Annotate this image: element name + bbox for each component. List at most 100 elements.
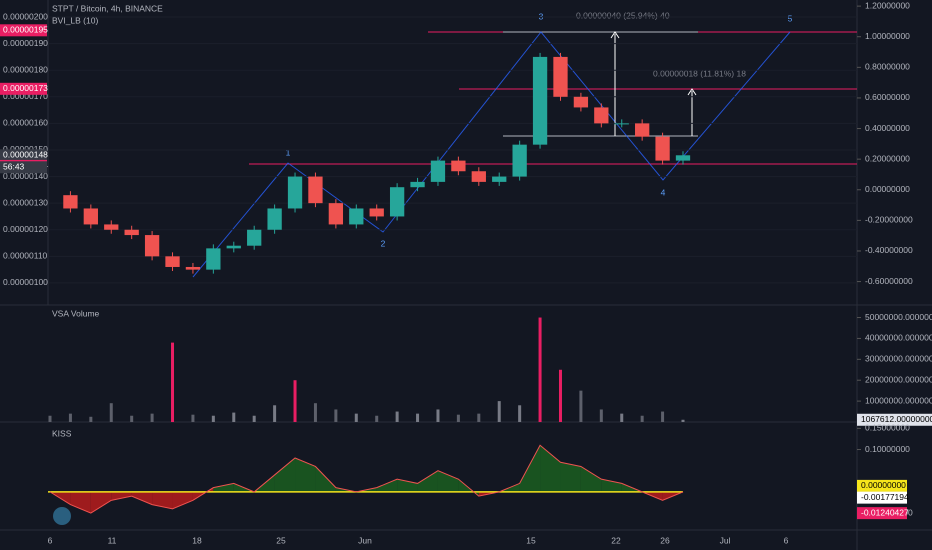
volume-tick-label: 50000000.00000000 xyxy=(865,312,932,322)
kiss-area xyxy=(519,445,541,492)
time-label: 25 xyxy=(276,535,286,545)
kiss-area xyxy=(315,466,336,492)
candle xyxy=(553,56,568,97)
time-label: 26 xyxy=(660,535,670,545)
candle xyxy=(165,256,180,267)
price-tag-label: 0.00000148 xyxy=(3,150,48,160)
price-tag xyxy=(0,149,47,162)
volume-bar xyxy=(171,342,175,422)
kiss-tag-label: -0.01240427 xyxy=(861,507,909,517)
price-tag-label: 0.00000195 xyxy=(3,25,48,35)
candle xyxy=(614,123,629,125)
candle xyxy=(430,160,446,182)
candle xyxy=(104,224,119,230)
volume-bar xyxy=(191,414,195,422)
volume-bar xyxy=(620,413,624,422)
volume-bar xyxy=(48,415,52,422)
volume-bar xyxy=(252,415,256,422)
measure-label: 0.00000040 (25.94%) 40 xyxy=(576,10,670,20)
candle xyxy=(492,176,507,182)
candle xyxy=(655,136,670,161)
candle xyxy=(144,235,160,257)
price-tick-label: 0.00000170 xyxy=(3,91,48,101)
candle xyxy=(267,208,282,230)
volume-bar xyxy=(273,405,277,422)
kiss-tag xyxy=(857,507,907,520)
bvi-tick-label: 0.40000000 xyxy=(865,123,910,133)
volume-bar xyxy=(68,413,72,422)
candle xyxy=(247,229,262,246)
volume-bar xyxy=(436,409,440,422)
kiss-title: KISS xyxy=(52,428,72,438)
volume-bar xyxy=(456,414,460,422)
wave-label: 3 xyxy=(539,11,544,21)
wave-label: 4 xyxy=(661,187,666,197)
bvi-tick-label: 0.60000000 xyxy=(865,92,910,102)
kiss-area xyxy=(376,479,398,492)
time-label: Jul xyxy=(720,535,731,545)
bvi-tick-label: 1.20000000 xyxy=(865,0,910,10)
candle xyxy=(675,155,691,161)
volume-bar xyxy=(150,413,154,422)
kiss-tick-label: 0.15000000 xyxy=(865,423,910,433)
price-tick-label: 0.00000140 xyxy=(3,171,48,181)
volume-bar xyxy=(293,380,297,422)
countdown-bg xyxy=(0,161,47,174)
price-tick-label: 0.00000130 xyxy=(3,197,48,207)
volume-tick-label: 10000000.00000000 xyxy=(865,395,932,405)
bvi-tick-label: -0.40000000 xyxy=(865,245,913,255)
candle xyxy=(369,208,384,217)
price-tick-label: 0.00000150 xyxy=(3,144,48,154)
candle xyxy=(389,187,405,217)
candle xyxy=(635,123,650,137)
time-label: Jun xyxy=(358,535,372,545)
kiss-area xyxy=(580,466,602,492)
wave-label: 1 xyxy=(286,147,291,157)
volume-bar xyxy=(661,411,665,422)
volume-bar xyxy=(681,419,685,422)
price-tag xyxy=(0,24,47,37)
bvi-tick-label: 0.20000000 xyxy=(865,153,910,163)
wave-label: 2 xyxy=(381,238,386,248)
candle xyxy=(512,144,527,177)
logo[interactable] xyxy=(53,507,71,525)
volume-bar xyxy=(599,409,603,422)
countdown: 56:43 xyxy=(3,162,25,172)
kiss-area xyxy=(437,470,459,492)
candle xyxy=(63,195,78,209)
price-tick-label: 0.00000200 xyxy=(3,11,48,21)
price-tick-label: 0.00000100 xyxy=(3,277,48,287)
volume-bar xyxy=(211,415,215,422)
volume-bar xyxy=(640,415,644,422)
volume-tag-label: 1067612.00000000 xyxy=(861,414,932,424)
candle xyxy=(328,203,344,225)
candle xyxy=(206,248,221,270)
candle xyxy=(124,229,139,236)
volume-bar xyxy=(232,412,236,422)
candle xyxy=(532,56,548,145)
volume-tick-label: 20000000.00000000 xyxy=(865,374,932,384)
volume-bar xyxy=(354,413,358,422)
kiss-area xyxy=(274,458,296,492)
time-label: 18 xyxy=(192,535,202,545)
bvi-tick-label: -0.60000000 xyxy=(865,276,913,286)
kiss-area xyxy=(172,491,193,509)
candle xyxy=(471,171,486,182)
kiss-area xyxy=(90,491,112,514)
kiss-area xyxy=(295,458,316,492)
kiss-tag xyxy=(857,479,907,492)
measure-label: 0.00000018 (11.81%) 18 xyxy=(653,68,746,78)
kiss-area xyxy=(111,491,132,501)
kiss-line xyxy=(49,444,684,514)
volume-bar xyxy=(395,411,399,422)
candle xyxy=(594,107,609,124)
price-tick-label: 0.00000180 xyxy=(3,64,48,74)
candle xyxy=(451,160,466,172)
volume-bar xyxy=(538,317,542,422)
volume-bar xyxy=(334,409,338,422)
symbol-title: STPT / Bitcoin, 4h, BINANCE xyxy=(52,3,163,13)
volume-bar xyxy=(497,401,501,422)
kiss-area xyxy=(152,491,173,509)
volume-tick-label: 30000000.00000000 xyxy=(865,354,932,364)
